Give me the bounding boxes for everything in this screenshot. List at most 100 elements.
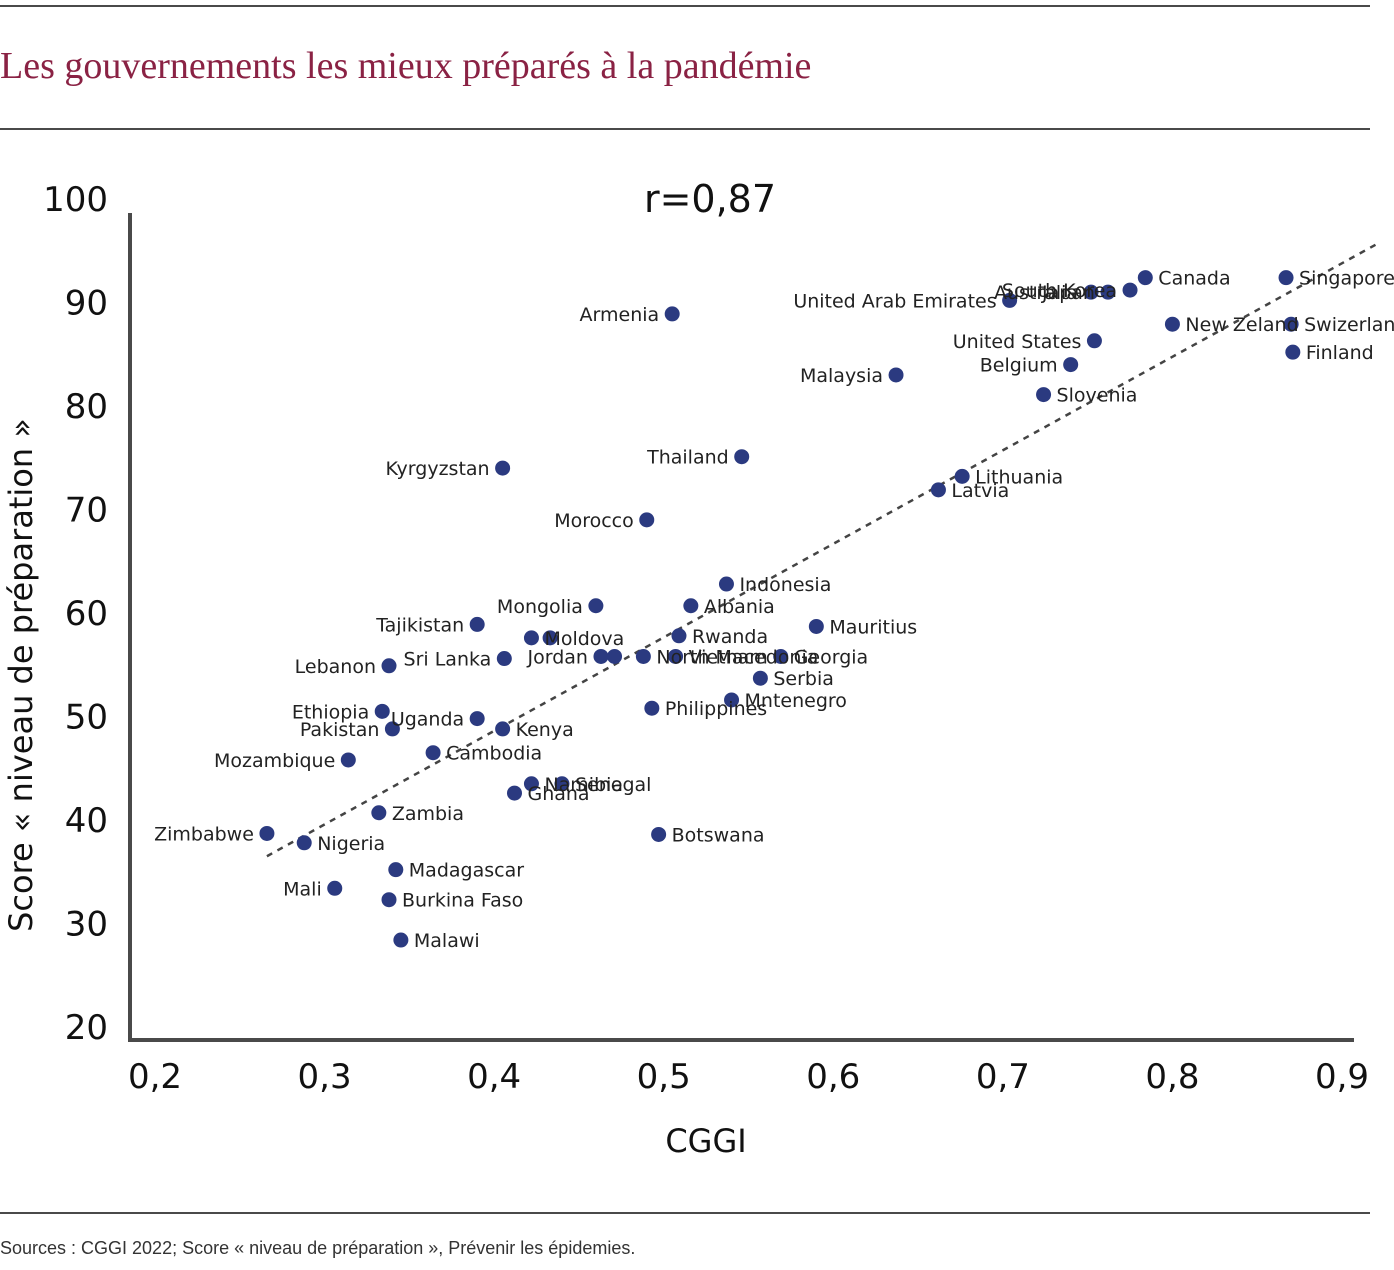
point-label: Lebanon (295, 656, 376, 678)
point-label: Philippines (665, 698, 767, 720)
data-point (542, 630, 558, 646)
point-label: Slovenia (1057, 385, 1138, 407)
annotation-layer: r=0,87 (644, 177, 776, 221)
data-point (644, 700, 660, 716)
point-label: Mntenegro (745, 690, 847, 712)
point-label: Albania (704, 596, 775, 618)
point-label: Indonesia (739, 574, 831, 596)
data-point (635, 648, 651, 664)
x-tick-labels: 0,2 0,3 0,4 0,5 0,6 0,7 0,8 0,9 (128, 1057, 1369, 1097)
point-label: Georgia (794, 646, 869, 668)
point-label: Tajikistan (375, 614, 464, 636)
point-label: Jordan (527, 646, 588, 668)
data-points (259, 270, 1301, 948)
y-tick-label: 100 (43, 180, 108, 220)
trend-line (266, 243, 1377, 858)
x-tick-label: 0,9 (1315, 1057, 1369, 1097)
y-axis-label: Score « niveau de préparation » (2, 418, 40, 932)
data-point (1137, 270, 1153, 286)
data-point (683, 598, 699, 614)
trendline-layer (266, 243, 1377, 858)
data-point (1063, 357, 1079, 373)
point-label: Lithuania (975, 466, 1063, 488)
x-tick-label: 0,5 (637, 1057, 691, 1097)
data-point (384, 721, 400, 737)
y-tick-labels: 20 30 40 50 60 70 80 90 100 (43, 180, 108, 1048)
point-label: Mozambique (214, 750, 335, 772)
data-point (495, 460, 511, 476)
point-label: United Arab Emirates (793, 290, 996, 312)
point-labels: Zimbabwe Nigeria Mali Mozambique Zambia Ethio… (154, 268, 1394, 952)
top-rule (0, 5, 1370, 7)
point-label: Namibia (544, 774, 623, 796)
footer-rule (0, 1212, 1370, 1214)
point-label: South Korea (1002, 280, 1117, 302)
x-tick-label: 0,8 (1145, 1057, 1199, 1097)
y-tick-label: 80 (65, 387, 108, 427)
point-label: Canada (1158, 268, 1230, 290)
data-point (371, 805, 387, 821)
point-label: Mongolia (497, 596, 583, 618)
point-label: Malawi (414, 930, 480, 952)
data-point (469, 711, 485, 727)
point-label: Swizerland (1304, 314, 1394, 336)
point-label: Belgium (980, 355, 1058, 377)
data-point (523, 630, 539, 646)
data-point (1122, 282, 1138, 298)
data-point (808, 618, 824, 634)
point-label: Nigeria (317, 833, 385, 855)
data-point (425, 745, 441, 761)
data-point (259, 825, 275, 841)
data-point (327, 880, 343, 896)
data-point (607, 648, 623, 664)
point-label: Kyrgyzstan (385, 458, 489, 480)
point-label: United States (953, 331, 1082, 353)
data-point (1100, 284, 1116, 300)
point-label: Senegal (575, 774, 651, 796)
data-point (651, 826, 667, 842)
point-label: Japan (1041, 282, 1095, 304)
data-point (1083, 284, 1099, 300)
point-label: Rwanda (692, 626, 768, 648)
point-label: Moldova (544, 628, 624, 650)
data-point (469, 616, 485, 632)
data-point (639, 512, 655, 528)
data-point (381, 658, 397, 674)
y-tick-label: 70 (65, 491, 108, 531)
title-rule (0, 128, 1370, 130)
data-point (1283, 316, 1299, 332)
point-label: Ghana (527, 783, 589, 805)
data-point (734, 449, 750, 465)
y-tick-label: 50 (65, 698, 108, 738)
point-label: Madagascar (409, 860, 524, 882)
data-point (888, 367, 904, 383)
point-label: Ethiopia (292, 701, 369, 723)
data-point (296, 835, 312, 851)
x-axis-label: CGGI (665, 1122, 746, 1160)
data-point (340, 752, 356, 768)
point-label: Mali (283, 878, 322, 900)
y-tick-label: 20 (65, 1008, 108, 1048)
data-point (930, 482, 946, 498)
data-point (593, 648, 609, 664)
data-point (718, 576, 734, 592)
x-tick-label: 0,2 (128, 1057, 182, 1097)
point-label: Zimbabwe (154, 823, 254, 845)
data-point (1002, 292, 1018, 308)
data-point (1278, 270, 1294, 286)
y-tick-label: 90 (65, 284, 108, 324)
data-point (664, 306, 680, 322)
data-point (388, 862, 404, 878)
x-tick-label: 0,6 (806, 1057, 860, 1097)
data-point (495, 721, 511, 737)
point-label: Botswana (672, 824, 765, 846)
point-label: Vietnam (689, 646, 768, 668)
data-point (523, 776, 539, 792)
point-label: Uganda (391, 709, 464, 731)
data-point (374, 703, 390, 719)
data-point (393, 932, 409, 948)
x-tick-label: 0,3 (298, 1057, 352, 1097)
point-label: Singapore (1299, 268, 1394, 290)
x-tick-label: 0,4 (467, 1057, 521, 1097)
